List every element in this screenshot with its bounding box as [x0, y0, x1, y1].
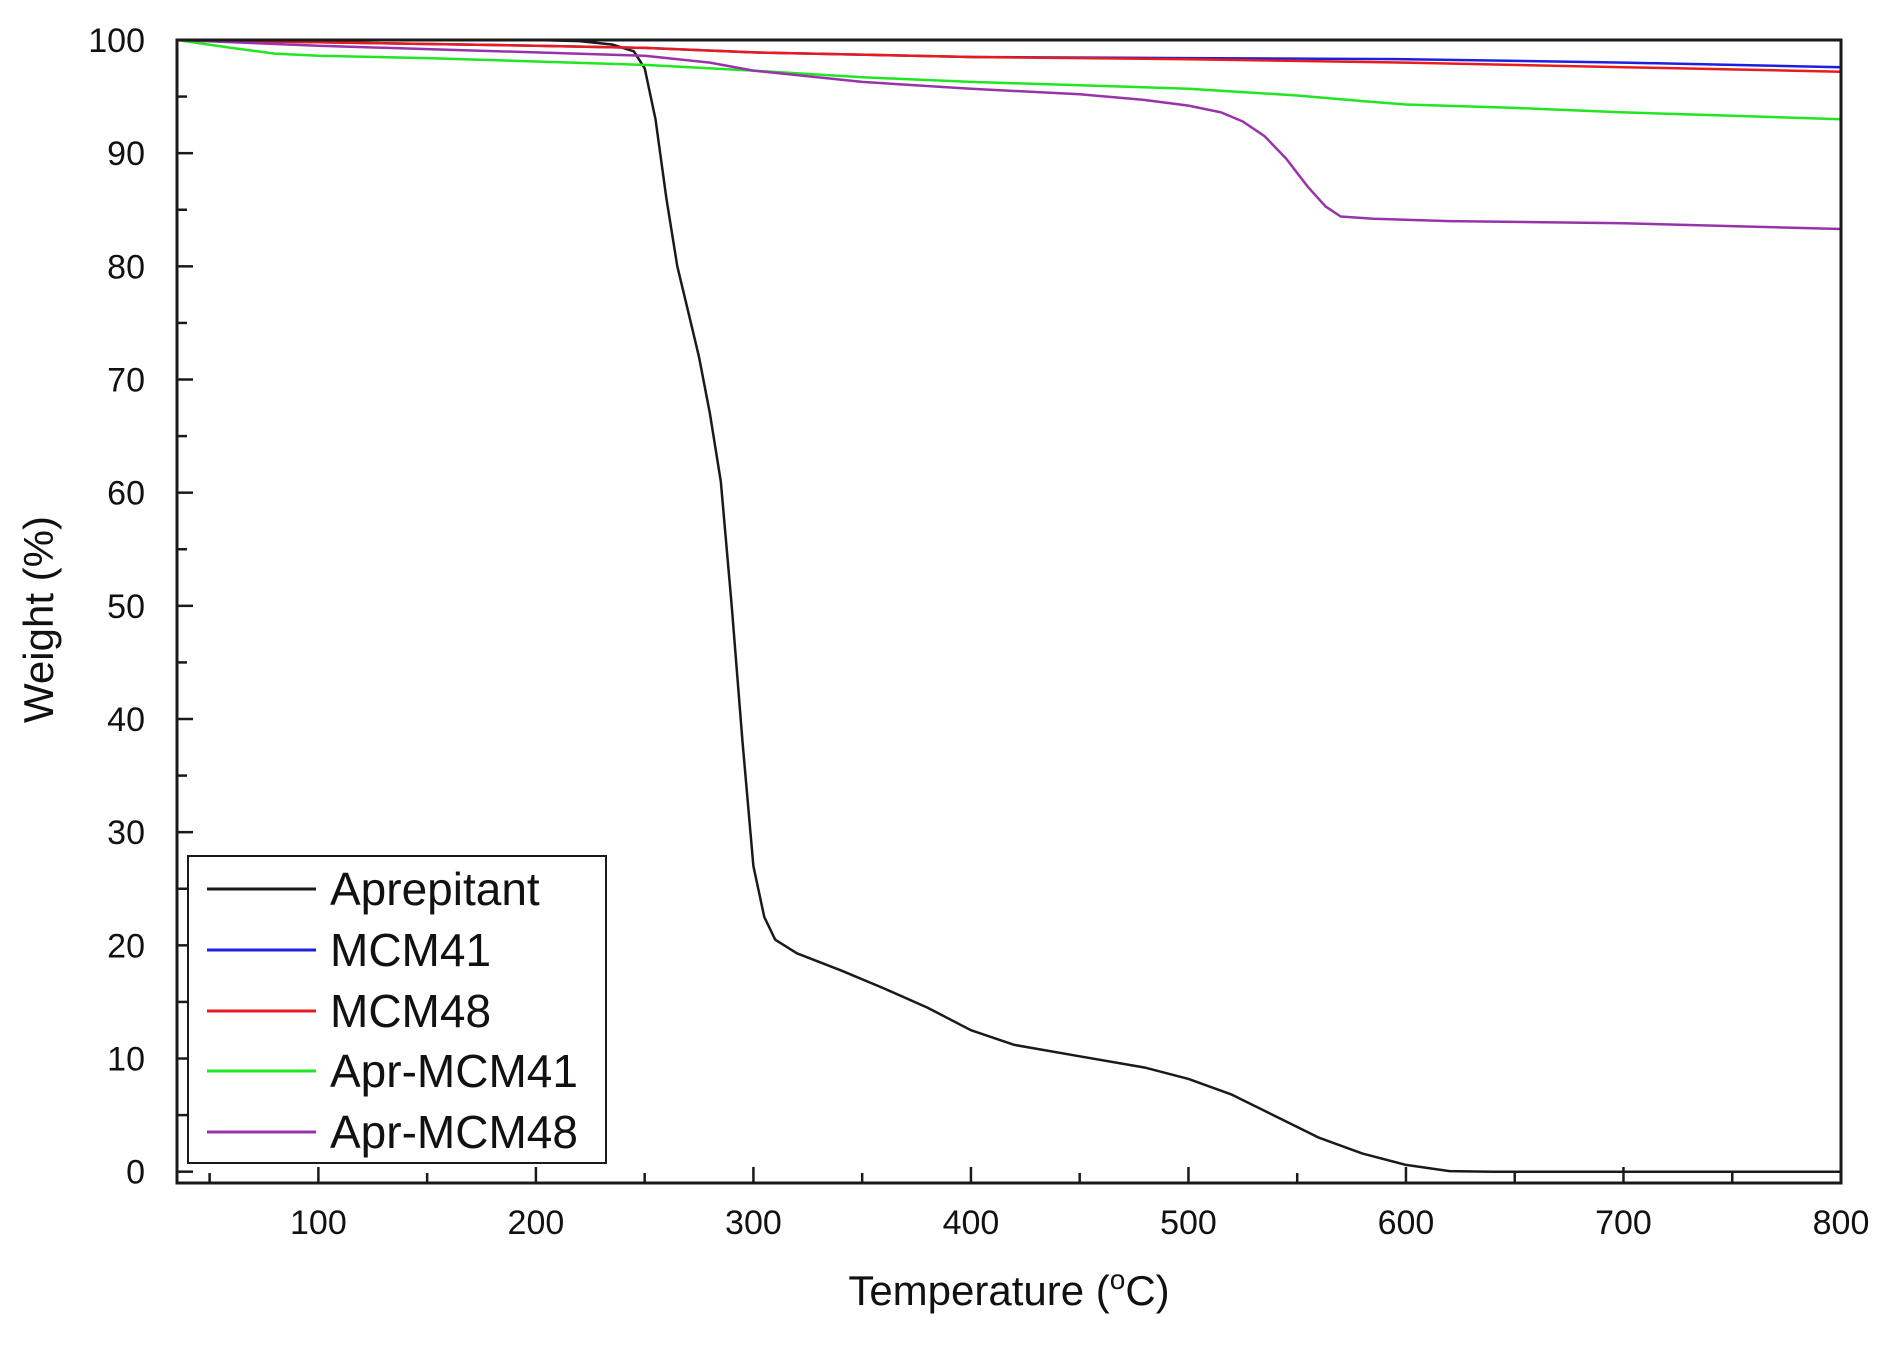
y-tick-label: 100	[88, 22, 145, 60]
legend: Aprepitant MCM41 MCM48 Apr-MCM41 Apr-MCM48	[187, 855, 607, 1164]
x-tick-label: 700	[1595, 1204, 1652, 1242]
y-tick-label: 0	[126, 1154, 145, 1192]
legend-label-mcm41: MCM41	[330, 924, 491, 976]
x-axis-title-main: Temperature (	[848, 1267, 1109, 1314]
x-tick-label: 600	[1378, 1204, 1435, 1242]
x-tick-label: 100	[290, 1204, 347, 1242]
y-tick-label: 90	[107, 135, 145, 173]
x-tick-label: 500	[1160, 1204, 1217, 1242]
x-tick-label: 400	[943, 1204, 1000, 1242]
legend-label-aprepitant: Aprepitant	[330, 863, 540, 915]
y-tick-label: 20	[107, 927, 145, 965]
series-layer	[176, 38, 1842, 1173]
legend-label-apr-mcm41: Apr-MCM41	[330, 1045, 578, 1097]
x-tick-label: 200	[508, 1204, 565, 1242]
x-axis-title-superscript: o	[1110, 1264, 1126, 1295]
x-axis-title: Temperature (oC)	[848, 1264, 1169, 1314]
y-tick-label: 70	[107, 362, 145, 400]
x-axis-title-tail: C)	[1125, 1267, 1169, 1314]
y-tick-label: 40	[107, 701, 145, 739]
y-axis-title: Weight (%)	[15, 516, 62, 723]
y-tick-label: 80	[107, 248, 145, 286]
x-tick-label: 300	[725, 1204, 782, 1242]
y-tick-label: 30	[107, 814, 145, 852]
y-tick-label: 10	[107, 1041, 145, 1079]
x-axis-ticks: 100 200 300 400 500 600 700 800	[208, 1167, 1870, 1242]
series-line-apr-mcm48	[176, 38, 1842, 231]
series-line-apr-mcm41	[176, 38, 1842, 121]
series-line-mcm48	[176, 38, 1842, 73]
plot-frame	[175, 38, 1843, 1185]
y-tick-label: 60	[107, 475, 145, 513]
y-tick-label: 50	[107, 588, 145, 626]
x-tick-label: 800	[1813, 1204, 1870, 1242]
series-line-aprepitant	[177, 38, 1841, 1173]
y-axis-ticks: 0 10 20 30 40 50 60 70 80 90 100	[88, 22, 193, 1192]
legend-label-mcm48: MCM48	[330, 985, 491, 1037]
legend-label-apr-mcm48: Apr-MCM48	[330, 1106, 578, 1158]
